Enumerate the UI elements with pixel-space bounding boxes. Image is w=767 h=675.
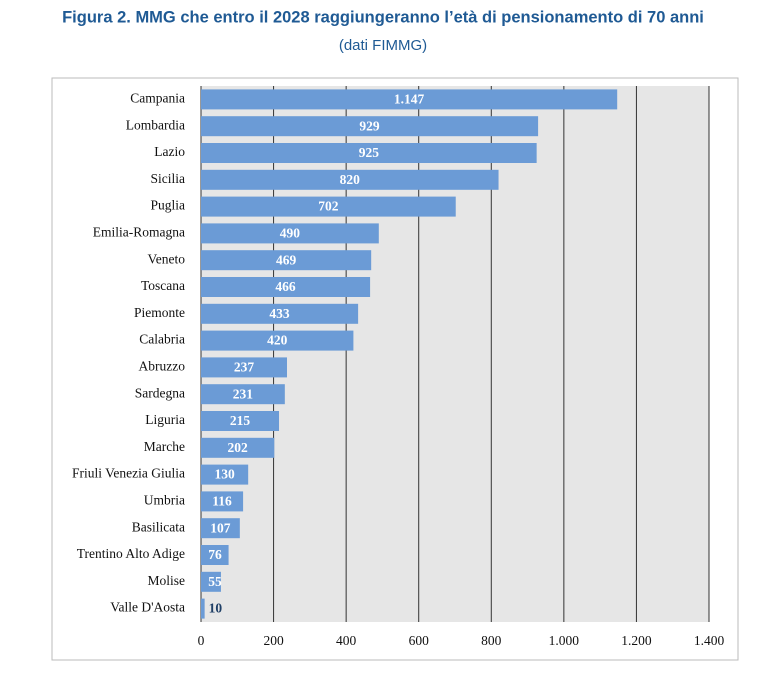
bar [201,196,456,217]
bar [201,116,539,137]
y-tick-label: Abruzzo [139,358,186,373]
y-tick-label: Molise [147,573,185,588]
data-label: 1.147 [394,91,425,106]
data-label: 215 [230,413,251,428]
plot-area [201,86,709,622]
data-label: 237 [234,359,255,374]
data-label: 469 [276,252,297,267]
y-tick-label: Sicilia [151,171,186,186]
data-label: 10 [209,601,223,616]
y-tick-label: Marche [144,439,185,454]
data-label: 820 [340,172,361,187]
y-tick-label: Friuli Venezia Giulia [72,466,185,481]
y-tick-label: Campania [130,90,185,105]
bar [201,89,618,110]
data-label: 702 [318,199,339,214]
bar [201,598,205,619]
data-label: 929 [359,118,380,133]
x-tick-label: 1.400 [694,633,725,648]
x-tick-label: 1.200 [621,633,652,648]
x-tick-label: 600 [409,633,430,648]
y-tick-label: Sardegna [135,385,185,400]
y-tick-label: Veneto [148,251,186,266]
data-label: 433 [269,306,290,321]
y-tick-label: Emilia-Romagna [93,224,185,239]
data-label: 466 [275,279,296,294]
bar [201,464,249,485]
x-tick-label: 1.000 [549,633,580,648]
bar [201,384,285,405]
data-label: 490 [280,225,301,240]
data-label: 231 [233,386,254,401]
bar [201,357,287,378]
bar [201,411,280,431]
data-label: 925 [359,145,380,160]
y-tick-label: Valle D'Aosta [110,600,185,615]
y-tick-label: Toscana [141,278,185,293]
x-tick-label: 200 [263,633,284,648]
y-tick-label: Lazio [154,144,185,159]
bar [201,571,221,592]
bar [201,303,359,324]
y-tick-label: Umbria [144,492,185,507]
bar [201,277,371,297]
y-tick-label: Trentino Alto Adige [77,546,185,561]
y-tick-label: Liguria [145,412,185,427]
bar [201,169,499,190]
data-label: 76 [208,547,222,562]
chart-frame [51,77,739,661]
y-tick-label: Puglia [150,198,185,213]
data-label: 420 [267,333,288,348]
x-tick-label: 800 [481,633,502,648]
data-label: 116 [212,493,232,508]
bar [201,250,372,271]
data-label: 107 [210,520,231,535]
x-tick-label: 0 [198,633,205,648]
data-label: 202 [228,440,249,455]
y-tick-label: Calabria [139,332,185,347]
data-label: 55 [208,574,222,589]
bar [201,437,275,458]
bar [201,330,354,351]
y-tick-label: Basilicata [132,519,185,534]
bar [201,518,240,539]
chart-title: Figura 2. MMG che entro il 2028 raggiung… [62,8,704,26]
y-tick-label: Lombardia [126,117,185,132]
y-tick-label: Piemonte [134,305,185,320]
data-label: 130 [214,467,235,482]
bar [201,545,229,565]
bar [201,143,537,163]
chart-subtitle: (dati FIMMG) [339,37,427,54]
x-tick-label: 400 [336,633,357,648]
bar [201,223,379,244]
bar [201,491,244,512]
